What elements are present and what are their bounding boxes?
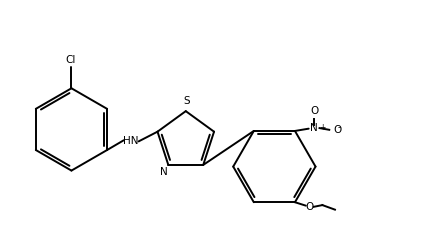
Text: O: O — [333, 125, 341, 135]
Text: O: O — [306, 202, 314, 212]
Text: N: N — [310, 123, 318, 133]
Text: HN: HN — [124, 136, 139, 146]
Text: O: O — [310, 105, 318, 115]
Text: S: S — [184, 96, 190, 106]
Text: +: + — [319, 123, 325, 132]
Text: N: N — [160, 167, 168, 177]
Text: Cl: Cl — [65, 55, 75, 65]
Text: -: - — [338, 123, 341, 132]
